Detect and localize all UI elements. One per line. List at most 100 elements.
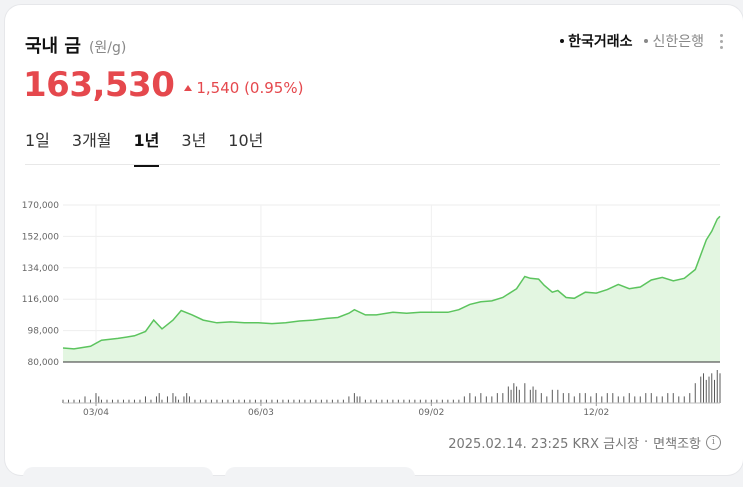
volume-bar (645, 393, 647, 403)
period-tabs: 1일 3개월 1년 3년 10년 (25, 127, 263, 167)
volume-bar (254, 399, 256, 403)
bullet-icon (644, 39, 649, 43)
volume-bar (634, 396, 636, 403)
volume-bar (441, 399, 443, 403)
volume-bar (711, 373, 713, 403)
source-option-label: 한국거래소 (568, 34, 633, 50)
volume-bar (98, 396, 100, 403)
volume-bar (491, 396, 493, 403)
volume-bar (205, 399, 207, 403)
tab-3m[interactable]: 3개월 (71, 131, 112, 150)
volume-bar (414, 399, 416, 403)
volume-bar (516, 386, 518, 403)
price-line (62, 215, 721, 350)
volume-bar (282, 399, 284, 403)
tab-10y[interactable]: 10년 (228, 131, 264, 150)
volume-bar (356, 396, 358, 403)
volume-bar (359, 396, 361, 403)
volume-bar (315, 399, 317, 403)
volume-bar (238, 399, 240, 403)
volume-bar (227, 399, 229, 403)
volume-bar (595, 393, 597, 403)
volume-bar (507, 386, 509, 403)
volume-bar (298, 399, 300, 403)
volume-bar (249, 399, 251, 403)
volume-bar (540, 393, 542, 403)
volume-bar (133, 399, 135, 403)
volume-bar (425, 399, 427, 403)
volume-bar (144, 396, 146, 403)
volume-bar (175, 396, 177, 403)
volume-bar (309, 399, 311, 403)
volume-bar (304, 399, 306, 403)
volume-bar (524, 383, 526, 403)
volume-bar (100, 399, 102, 403)
volume-bar (337, 399, 339, 403)
volume-bar (172, 393, 174, 403)
volume-bar (221, 399, 223, 403)
volume-bar (158, 393, 160, 403)
volume-bar (186, 393, 188, 403)
x-tick-label: 06/03 (248, 408, 274, 418)
source-selector: 한국거래소 신한은행 (560, 31, 727, 51)
price-chart[interactable]: 80,000 98,000 116,000 134,000 152,000 170,000… (5, 190, 743, 420)
tab-3y[interactable]: 3년 (181, 131, 207, 150)
volume-bar (719, 373, 721, 403)
volume-bar (518, 389, 520, 403)
tab-1y[interactable]: 1년 (133, 127, 159, 167)
volume-bar (480, 393, 482, 403)
tab-1d[interactable]: 1일 (25, 131, 50, 150)
volume-bar (177, 399, 179, 403)
bottom-pill-left[interactable] (23, 467, 213, 487)
volume-bar (639, 396, 641, 403)
volume-bar (375, 399, 377, 403)
volume-bar (546, 396, 548, 403)
volume-bar (430, 399, 432, 403)
volume-bar (62, 399, 64, 403)
volume-bar (579, 393, 581, 403)
disclaimer-link[interactable]: 면책조항 (653, 437, 701, 452)
volume-bar (408, 399, 410, 403)
volume-bar (689, 393, 691, 403)
volume-bar (532, 386, 534, 403)
volume-bar (397, 399, 399, 403)
volume-bar (73, 399, 75, 403)
volume-bar (469, 393, 471, 403)
volume-bar (139, 399, 141, 403)
volume-bar (584, 393, 586, 403)
volume-bar (672, 393, 674, 403)
volume-bar (386, 399, 388, 403)
volume-bar (590, 396, 592, 403)
volume-bar (150, 399, 152, 403)
volume-bar (381, 399, 383, 403)
source-option-shinhan[interactable]: 신한은행 (644, 31, 704, 51)
price-change-value: 1,540 (0.95%) (196, 79, 304, 97)
volume-bar (485, 396, 487, 403)
volume-bar (271, 399, 273, 403)
volume-bar (364, 399, 366, 403)
y-tick-label: 134,000 (22, 264, 59, 274)
volume-bar (392, 399, 394, 403)
volume-bar (320, 399, 322, 403)
volume-bar (683, 396, 685, 403)
volume-bar (342, 399, 344, 403)
more-options-icon[interactable] (716, 32, 727, 51)
volume-bar (161, 399, 163, 403)
volume-bar (117, 399, 119, 403)
volume-bar (458, 399, 460, 403)
bottom-pill-right[interactable] (225, 467, 415, 487)
volume-bar (194, 399, 196, 403)
volume-bar (293, 399, 295, 403)
info-icon[interactable]: i (706, 435, 721, 450)
y-tick-label: 116,000 (22, 295, 59, 305)
source-option-krx[interactable]: 한국거래소 (560, 31, 632, 51)
y-tick-label: 170,000 (22, 201, 59, 211)
volume-bar (529, 389, 531, 403)
price-row: 163,530 1,540 (0.95%) (23, 65, 303, 105)
timestamp: 2025.02.14. 23:25 KRX 금시장 (448, 437, 640, 452)
price-area (63, 216, 720, 362)
bullet-icon (560, 39, 565, 43)
volume-bar (535, 389, 537, 403)
volume-bar (661, 396, 663, 403)
volume-bar (331, 399, 333, 403)
